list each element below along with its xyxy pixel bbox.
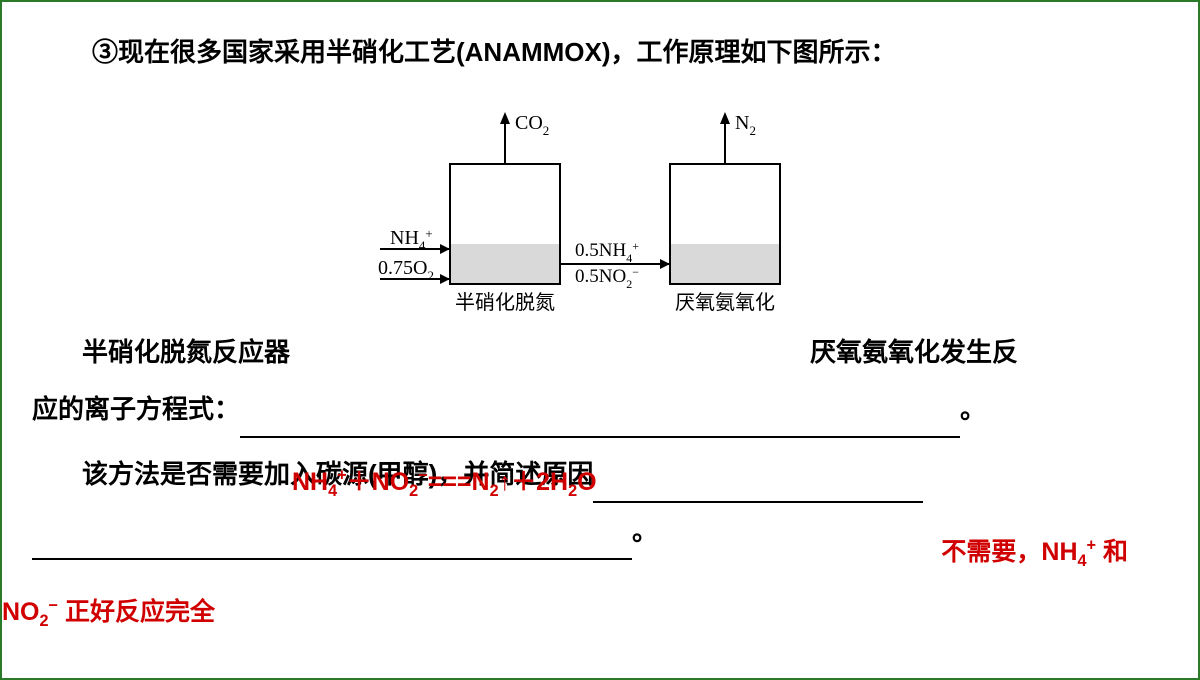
right-box-label: 厌氧氨氧化: [675, 291, 775, 314]
body-line2-a: 应的离子方程式：: [32, 394, 240, 424]
mid-arrow-head: [660, 259, 670, 269]
anammox-diagram: CO2 N2 NH4+ 0.75O2 0.5NH4+ 0.5NO2− 半硝化脱氮…: [350, 94, 850, 344]
right-reactor-fill: [671, 244, 779, 283]
answer-reason-part1: 不需要，NH4+ 和: [941, 532, 1128, 571]
in-arrow-bot-head: [440, 274, 450, 284]
answer-reason-part2: NO2− 正好反应完全: [2, 592, 215, 631]
answer-equation: NH4+＋NO2−===N2↑＋2H2O: [292, 462, 597, 501]
co2-label: CO2: [515, 112, 549, 138]
period-1: 。: [960, 394, 986, 424]
blank-1: [240, 412, 960, 438]
question-body: 半硝化脱氮反应器厌氧氨氧化发生反 应的离子方程式：。 该方法是否需要加入碳源(甲…: [32, 324, 1168, 561]
n2-label: N2: [735, 112, 756, 138]
right-arrow-out-head: [720, 112, 730, 124]
in-arrow-top-head: [440, 244, 450, 254]
blank-3: [32, 534, 632, 560]
mid-top-label: 0.5NH4+: [575, 239, 639, 265]
left-arrow-out-head: [500, 112, 510, 124]
diagram-svg: CO2 N2 NH4+ 0.75O2 0.5NH4+ 0.5NO2− 半硝化脱氮…: [350, 94, 850, 344]
blank-2: [593, 477, 923, 503]
question-title: ③现在很多国家采用半硝化工艺(ANAMMOX)，工作原理如下图所示：: [32, 32, 1168, 74]
body-line1-a: 半硝化脱氮反应器: [32, 337, 290, 367]
left-reactor-fill: [451, 244, 559, 283]
left-box-label: 半硝化脱氮: [455, 291, 555, 314]
period-2: 。: [632, 516, 658, 546]
mid-bot-label: 0.5NO2−: [575, 265, 639, 291]
diagram-container: CO2 N2 NH4+ 0.75O2 0.5NH4+ 0.5NO2− 半硝化脱氮…: [32, 94, 1168, 344]
